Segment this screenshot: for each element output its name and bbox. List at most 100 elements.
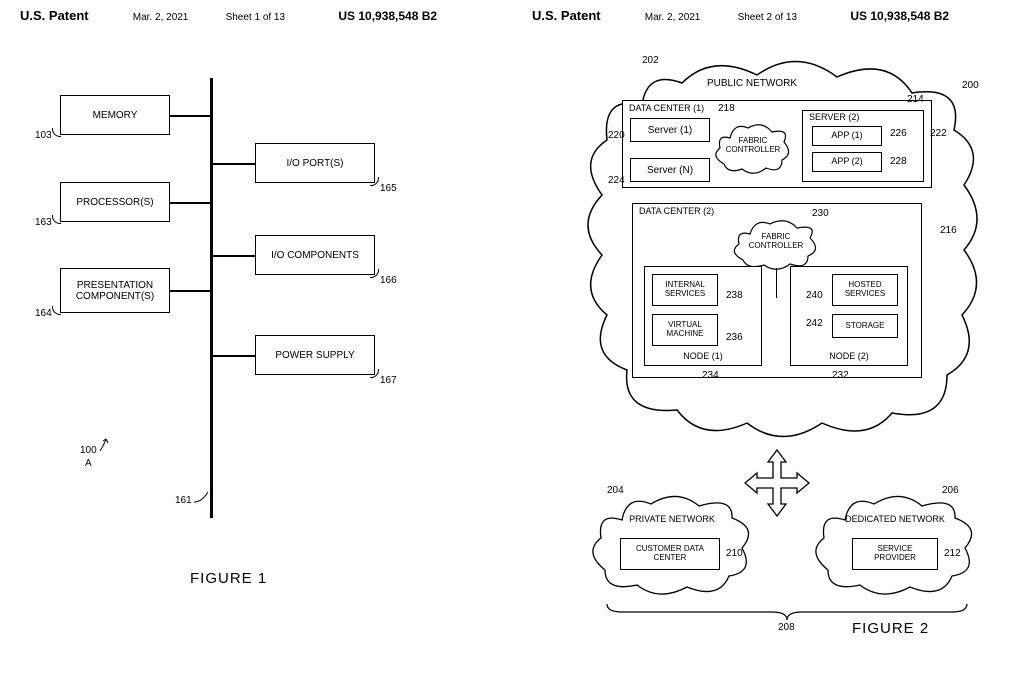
power-block: POWER SUPPLY <box>255 335 375 375</box>
hosted-services-box: HOSTED SERVICES <box>832 274 898 306</box>
header-date: Mar. 2, 2021 <box>133 12 223 23</box>
server1-box: Server (1) <box>630 118 710 142</box>
figure-1-page: U.S. Patent Mar. 2, 2021 Sheet 1 of 13 U… <box>0 0 512 680</box>
bus-ref: 161 <box>175 495 192 506</box>
header-patent-label: U.S. Patent <box>20 8 130 23</box>
node1-label: NODE (1) <box>683 352 723 362</box>
ref-222: 222 <box>930 128 947 139</box>
memory-label: MEMORY <box>93 110 138 121</box>
ref-216: 216 <box>940 225 957 236</box>
ref-200: 200 <box>962 80 979 91</box>
server2-label: SERVER (2) <box>809 113 859 123</box>
vm-box: VIRTUAL MACHINE <box>652 314 718 346</box>
ref-232: 232 <box>832 370 849 381</box>
internal-services-box: INTERNAL SERVICES <box>652 274 718 306</box>
presentation-block: PRESENTATION COMPONENT(S) <box>60 268 170 313</box>
presentation-ref: 164 <box>35 308 52 319</box>
processor-block: PROCESSOR(S) <box>60 182 170 222</box>
system-bus <box>210 78 213 518</box>
header-sheet: Sheet 1 of 13 <box>226 12 336 23</box>
header-patent-number: US 10,938,548 B2 <box>338 9 437 23</box>
iocomponents-ref: 166 <box>380 275 397 286</box>
iocomponents-label: I/O COMPONENTS <box>271 250 359 261</box>
ref-242: 242 <box>806 318 823 329</box>
vm-label: VIRTUAL MACHINE <box>667 321 704 339</box>
ref-212: 212 <box>944 548 961 559</box>
service-provider-box: SERVICE PROVIDER <box>852 538 938 570</box>
processor-ref: 163 <box>35 217 52 228</box>
ref-214: 214 <box>907 94 924 105</box>
overall-ref-arrow <box>98 435 112 453</box>
ref-218: 218 <box>718 103 735 114</box>
ioports-label: I/O PORT(S) <box>286 158 343 169</box>
fabric1-cloud: FABRIC CONTROLLER <box>712 120 794 175</box>
ioports-connector <box>213 163 255 165</box>
header-date-2: Mar. 2, 2021 <box>645 12 735 23</box>
hosted-services-label: HOSTED SERVICES <box>845 281 885 299</box>
storage-label: STORAGE <box>846 322 885 331</box>
figure-2-caption: FIGURE 2 <box>852 620 929 637</box>
bus-ref-lead <box>192 490 212 515</box>
iocomponents-block: I/O COMPONENTS <box>255 235 375 275</box>
overall-ref: 100 <box>80 445 97 456</box>
iocomponents-connector <box>213 255 255 257</box>
iocomponents-lead <box>370 269 379 278</box>
header-sheet-2: Sheet 2 of 13 <box>738 12 848 23</box>
internal-services-label: INTERNAL SERVICES <box>665 281 705 299</box>
public-network-label: PUBLIC NETWORK <box>707 78 797 89</box>
power-ref: 167 <box>380 375 397 386</box>
app2-box: APP (2) <box>812 152 882 172</box>
customer-dc-label: CUSTOMER DATA CENTER <box>636 545 704 563</box>
presentation-connector <box>170 290 210 292</box>
processor-lead <box>52 215 61 224</box>
fabric2-cloud: FABRIC CONTROLLER <box>730 216 822 271</box>
ref-234: 234 <box>702 370 719 381</box>
app2-label: APP (2) <box>831 157 862 167</box>
ref-208: 208 <box>778 622 795 633</box>
figure-1-caption: FIGURE 1 <box>190 570 267 587</box>
processor-label: PROCESSOR(S) <box>76 197 153 208</box>
power-connector <box>213 355 255 357</box>
memory-block: MEMORY <box>60 95 170 135</box>
node2-label: NODE (2) <box>829 352 869 362</box>
power-lead <box>370 369 379 378</box>
ref-238: 238 <box>726 290 743 301</box>
bracket-208 <box>602 602 972 622</box>
dedicated-network-label: DEDICATED NETWORK <box>810 514 980 524</box>
server1-label: Server (1) <box>648 125 692 136</box>
dc1-label: DATA CENTER (1) <box>629 104 704 114</box>
presentation-label: PRESENTATION COMPONENT(S) <box>76 280 154 302</box>
ioports-lead <box>370 177 379 186</box>
overall-ref-sub: A <box>85 458 92 469</box>
page-header-1: U.S. Patent Mar. 2, 2021 Sheet 1 of 13 U… <box>0 8 512 23</box>
private-network-label: PRIVATE NETWORK <box>587 514 757 524</box>
page-header-2: U.S. Patent Mar. 2, 2021 Sheet 2 of 13 U… <box>512 8 1024 23</box>
ref-210: 210 <box>726 548 743 559</box>
ref-224: 224 <box>608 175 625 186</box>
memory-connector <box>170 115 210 117</box>
customer-dc-box: CUSTOMER DATA CENTER <box>620 538 720 570</box>
ref-206: 206 <box>942 485 959 496</box>
fabric2-stem <box>776 268 777 298</box>
ioports-block: I/O PORT(S) <box>255 143 375 183</box>
service-provider-label: SERVICE PROVIDER <box>874 545 916 563</box>
dc2-label: DATA CENTER (2) <box>639 207 714 217</box>
processor-connector <box>170 202 210 204</box>
ref-202: 202 <box>642 55 659 66</box>
presentation-lead <box>52 306 61 315</box>
memory-lead <box>52 128 61 137</box>
serverN-label: Server (N) <box>647 165 693 176</box>
fabric2-label: FABRIC CONTROLLER <box>730 232 822 250</box>
power-label: POWER SUPPLY <box>275 350 354 361</box>
figure-2-page: U.S. Patent Mar. 2, 2021 Sheet 2 of 13 U… <box>512 0 1024 680</box>
header-patent-number-2: US 10,938,548 B2 <box>850 9 949 23</box>
ref-226: 226 <box>890 128 907 139</box>
app1-box: APP (1) <box>812 126 882 146</box>
ref-236: 236 <box>726 332 743 343</box>
ref-220: 220 <box>608 130 625 141</box>
memory-ref: 103 <box>35 130 52 141</box>
ioports-ref: 165 <box>380 183 397 194</box>
ref-228: 228 <box>890 156 907 167</box>
app1-label: APP (1) <box>831 131 862 141</box>
fabric1-label: FABRIC CONTROLLER <box>712 136 794 154</box>
